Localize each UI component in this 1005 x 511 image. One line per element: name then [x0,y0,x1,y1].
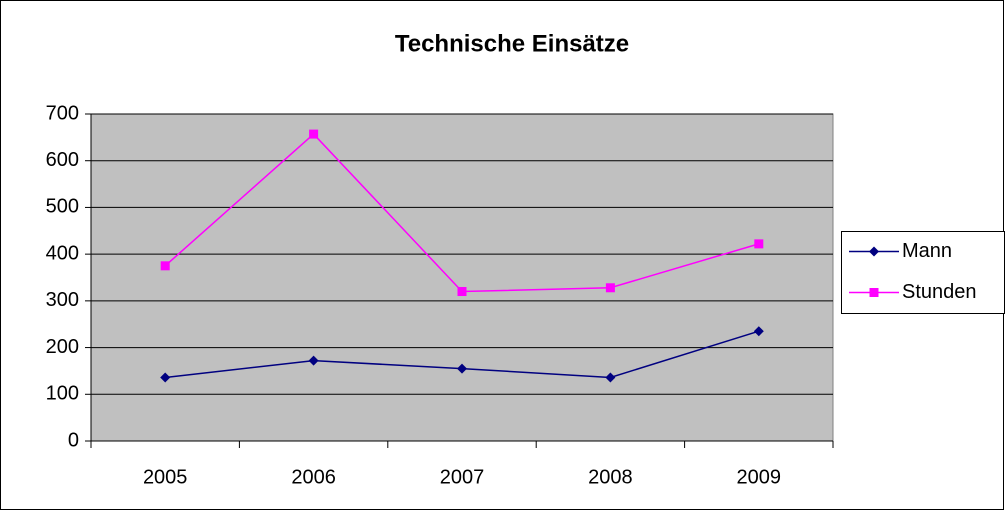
y-tick-label: 200 [46,336,79,358]
x-tick-label: 2008 [588,466,633,488]
y-tick-label: 100 [46,383,79,405]
marker [457,287,467,297]
marker [605,372,616,383]
marker [457,363,467,374]
x-tick-label: 2006 [291,466,336,488]
y-tick-label: 300 [46,289,79,311]
y-tick-label: 700 [46,102,79,124]
marker [308,355,319,366]
x-tick-label: 2005 [143,466,188,488]
marker [160,372,171,383]
marker [754,239,764,249]
legend-label: Stunden [902,281,977,303]
legend-label: Mann [902,240,952,262]
y-tick-label: 0 [68,429,79,451]
plot-area [90,113,834,442]
legend-marker [869,246,879,257]
marker [753,326,764,337]
chart-title: Technische Einsätze [395,30,629,57]
marker [309,129,319,139]
x-tick-label: 2009 [737,466,782,488]
marker [605,283,615,293]
marker [160,261,170,271]
legend-marker [869,288,879,297]
x-tick-label: 2007 [440,466,485,488]
y-tick-label: 500 [46,196,79,218]
y-tick-label: 400 [46,242,79,264]
legend-box [841,231,1005,314]
y-tick-label: 600 [46,149,79,171]
